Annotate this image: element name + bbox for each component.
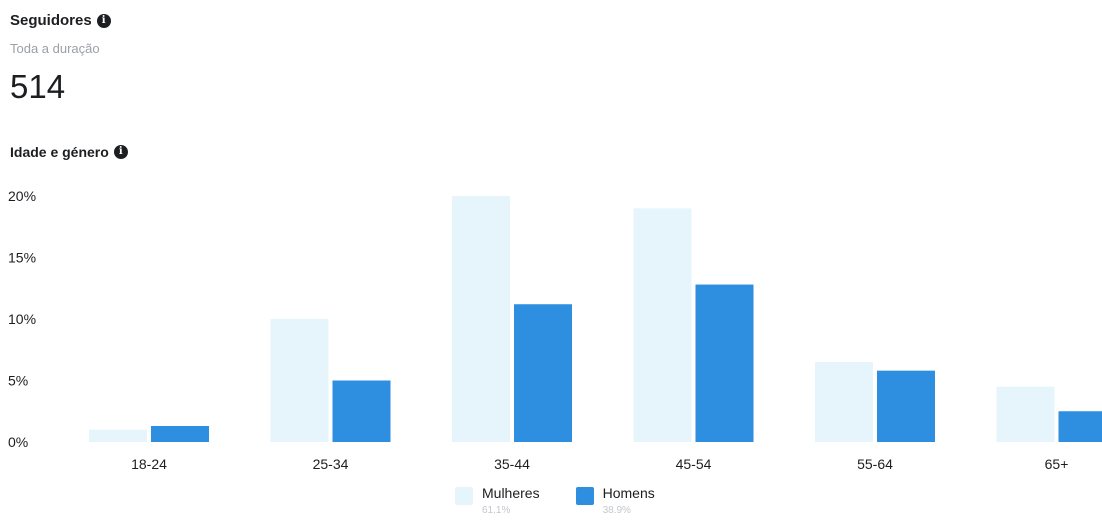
y-tick-label: 0% xyxy=(8,434,28,450)
bar-women-55-64[interactable] xyxy=(815,362,873,442)
followers-count: 514 xyxy=(10,68,66,105)
chart-legend: Mulheres 61.1% Homens 38.9% xyxy=(455,485,655,516)
legend-item-men[interactable]: Homens 38.9% xyxy=(575,485,655,516)
x-tick-label: 35-44 xyxy=(494,456,530,472)
followers-title-label: Seguidores xyxy=(10,12,92,29)
bar-men-45-54[interactable] xyxy=(695,284,754,442)
bar-men-55-64[interactable] xyxy=(877,370,935,442)
info-icon[interactable]: i xyxy=(96,13,111,28)
legend-swatch-men xyxy=(575,487,594,505)
legend-swatch-women xyxy=(455,487,473,505)
legend-label-women: Mulheres xyxy=(482,485,540,501)
followers-title: Seguidores i xyxy=(10,12,111,29)
x-tick-label: 45-54 xyxy=(676,456,712,472)
bar-women-45-54[interactable] xyxy=(633,208,692,442)
y-tick-label: 15% xyxy=(8,250,36,266)
legend-item-women[interactable]: Mulheres 61.1% xyxy=(455,485,540,516)
bar-women-35-44[interactable] xyxy=(452,196,510,442)
info-icon[interactable]: i xyxy=(113,145,128,159)
x-tick-label: 18-24 xyxy=(131,456,167,472)
y-tick-label: 5% xyxy=(8,373,28,389)
y-tick-label: 10% xyxy=(8,311,36,327)
bar-men-65+[interactable] xyxy=(1058,411,1102,442)
age-gender-title: Idade e género i xyxy=(10,144,128,160)
x-tick-label: 65+ xyxy=(1045,456,1069,472)
legend-pct-men: 38.9% xyxy=(602,505,631,516)
legend-pct-women: 61.1% xyxy=(482,505,511,516)
bar-men-35-44[interactable] xyxy=(514,304,572,442)
age-gender-title-label: Idade e género xyxy=(10,144,109,160)
bar-men-25-34[interactable] xyxy=(332,380,391,443)
bar-women-25-34[interactable] xyxy=(270,319,329,442)
x-tick-label: 55-64 xyxy=(857,456,893,472)
y-tick-label: 20% xyxy=(8,188,36,204)
bar-women-65+[interactable] xyxy=(996,386,1055,442)
legend-label-men: Homens xyxy=(602,485,655,501)
bar-women-18-24[interactable] xyxy=(89,429,147,442)
followers-period: Toda a duração xyxy=(10,41,100,56)
bar-men-18-24[interactable] xyxy=(151,426,209,442)
x-tick-label: 25-34 xyxy=(313,456,349,472)
